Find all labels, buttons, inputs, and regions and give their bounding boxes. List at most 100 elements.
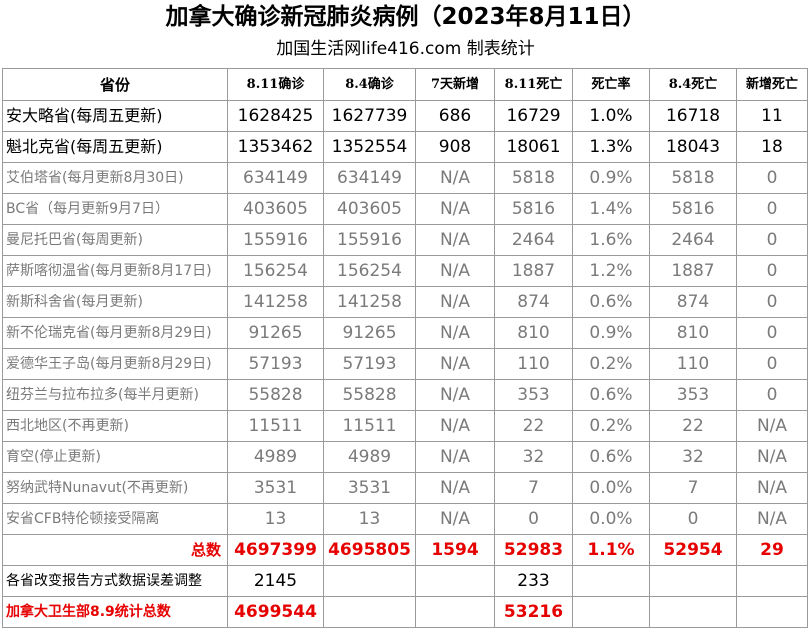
new-deaths-cell: 29 — [736, 534, 808, 566]
deaths-84-cell: 16718 — [649, 100, 737, 132]
confirmed-811-cell: 403605 — [227, 193, 324, 225]
death-rate-cell: 0.0% — [572, 472, 650, 504]
new-7day-cell — [415, 596, 495, 628]
new-7day-cell: N/A — [415, 162, 495, 194]
new-deaths-cell: N/A — [736, 472, 808, 504]
new-7day-cell: N/A — [415, 472, 495, 504]
province-cell: 魁北克省(每周五更新) — [2, 131, 228, 163]
death-rate-cell: 1.3% — [572, 131, 650, 163]
confirmed-811-cell: 3531 — [227, 472, 324, 504]
confirmed-811-cell: 4699544 — [227, 596, 324, 628]
confirmed-84-cell: 4989 — [323, 441, 416, 473]
province-cell: 加拿大卫生部8.9统计总数 — [2, 596, 228, 628]
confirmed-811-cell: 634149 — [227, 162, 324, 194]
death-rate-cell: 0.6% — [572, 286, 650, 318]
table-row: 萨斯喀彻温省(每月更新8月17日) 156254 156254 N/A 1887 1.2%… — [2, 255, 808, 287]
deaths-811-cell: 810 — [494, 317, 573, 349]
new-7day-cell — [415, 565, 495, 597]
new-7day-cell: N/A — [415, 255, 495, 287]
deaths-811-cell: 22 — [494, 410, 573, 442]
new-deaths-cell — [736, 596, 808, 628]
header-deaths-84: 8.4死亡 — [649, 68, 737, 101]
death-rate-cell: 0.9% — [572, 317, 650, 349]
new-7day-cell: N/A — [415, 193, 495, 225]
table-row: 努纳武特Nunavut(不再更新) 3531 3531 N/A 7 0.0% 7 N/A — [2, 472, 808, 504]
new-deaths-cell: 0 — [736, 224, 808, 256]
deaths-84-cell: 2464 — [649, 224, 737, 256]
deaths-84-cell: 110 — [649, 348, 737, 380]
deaths-84-cell: 18043 — [649, 131, 737, 163]
table-row: 魁北克省(每周五更新) 1353462 1352554 908 18061 1.3% 180… — [2, 131, 808, 163]
new-deaths-cell: 0 — [736, 255, 808, 287]
province-cell: 新斯科舍省(每月更新) — [2, 286, 228, 318]
table-body: 安大略省(每周五更新) 1628425 1627739 686 16729 1.0% 167… — [2, 100, 808, 628]
death-rate-cell — [572, 596, 650, 628]
header-confirmed-84: 8.4确诊 — [323, 68, 416, 101]
header-confirmed-811: 8.11确诊 — [227, 68, 324, 101]
confirmed-811-cell: 4697399 — [227, 534, 324, 566]
confirmed-84-cell: 91265 — [323, 317, 416, 349]
new-7day-cell: N/A — [415, 503, 495, 535]
confirmed-811-cell: 4989 — [227, 441, 324, 473]
new-7day-cell: N/A — [415, 317, 495, 349]
province-cell: 安省CFB特伦顿接受隔离 — [2, 503, 228, 535]
table-header-row: 省份 8.11确诊 8.4确诊 7天新增 8.11死亡 死亡率 8.4死亡 新增… — [2, 68, 808, 101]
province-cell: 艾伯塔省(每月更新8月30日) — [2, 162, 228, 194]
new-deaths-cell — [736, 565, 808, 597]
covid-cases-table: 省份 8.11确诊 8.4确诊 7天新增 8.11死亡 死亡率 8.4死亡 新增… — [2, 68, 808, 628]
confirmed-84-cell: 4695805 — [323, 534, 416, 566]
new-7day-cell: N/A — [415, 286, 495, 318]
deaths-811-cell: 874 — [494, 286, 573, 318]
deaths-84-cell: 874 — [649, 286, 737, 318]
table-row: 育空(停止更新) 4989 4989 N/A 32 0.6% 32 N/A — [2, 441, 808, 473]
health-canada-total-row: 加拿大卫生部8.9统计总数 4699544 53216 — [2, 596, 808, 628]
province-cell: BC省（每月更新9月7日） — [2, 193, 228, 225]
death-rate-cell: 0.9% — [572, 162, 650, 194]
adjustment-row: 各省改变报告方式数据误差调整 2145 233 — [2, 565, 808, 597]
confirmed-811-cell: 2145 — [227, 565, 324, 597]
header-deaths-811: 8.11死亡 — [494, 68, 573, 101]
confirmed-84-cell: 141258 — [323, 286, 416, 318]
province-cell: 曼尼托巴省(每周更新) — [2, 224, 228, 256]
death-rate-cell: 0.2% — [572, 348, 650, 380]
confirmed-811-cell: 156254 — [227, 255, 324, 287]
confirmed-811-cell: 1353462 — [227, 131, 324, 163]
new-deaths-cell: 0 — [736, 286, 808, 318]
death-rate-cell: 0.6% — [572, 441, 650, 473]
deaths-84-cell: 810 — [649, 317, 737, 349]
death-rate-cell: 1.4% — [572, 193, 650, 225]
confirmed-84-cell: 55828 — [323, 379, 416, 411]
table-row: BC省（每月更新9月7日） 403605 403605 N/A 5816 1.4% 5816… — [2, 193, 808, 225]
deaths-811-cell: 353 — [494, 379, 573, 411]
death-rate-cell: 1.2% — [572, 255, 650, 287]
confirmed-84-cell: 57193 — [323, 348, 416, 380]
confirmed-84-cell: 3531 — [323, 472, 416, 504]
confirmed-84-cell: 13 — [323, 503, 416, 535]
new-7day-cell: N/A — [415, 441, 495, 473]
deaths-811-cell: 53216 — [494, 596, 573, 628]
new-7day-cell: 1594 — [415, 534, 495, 566]
death-rate-cell — [572, 565, 650, 597]
new-deaths-cell: 0 — [736, 193, 808, 225]
new-7day-cell: N/A — [415, 379, 495, 411]
deaths-811-cell: 16729 — [494, 100, 573, 132]
confirmed-84-cell: 1352554 — [323, 131, 416, 163]
new-deaths-cell: 11 — [736, 100, 808, 132]
confirmed-811-cell: 91265 — [227, 317, 324, 349]
new-deaths-cell: 0 — [736, 317, 808, 349]
total-row: 总数 4697399 4695805 1594 52983 1.1% 52954 29 — [2, 534, 808, 566]
new-deaths-cell: 0 — [736, 379, 808, 411]
deaths-84-cell: 22 — [649, 410, 737, 442]
table-row: 安省CFB特伦顿接受隔离 13 13 N/A 0 0.0% 0 N/A — [2, 503, 808, 535]
province-cell: 新不伦瑞克省(每月更新8月29日) — [2, 317, 228, 349]
deaths-811-cell: 18061 — [494, 131, 573, 163]
deaths-84-cell: 52954 — [649, 534, 737, 566]
table-row: 纽芬兰与拉布拉多(每半月更新) 55828 55828 N/A 353 0.6% 353 0 — [2, 379, 808, 411]
deaths-811-cell: 0 — [494, 503, 573, 535]
table-row: 新不伦瑞克省(每月更新8月29日) 91265 91265 N/A 810 0.9% 810… — [2, 317, 808, 349]
deaths-84-cell: 5816 — [649, 193, 737, 225]
province-cell: 努纳武特Nunavut(不再更新) — [2, 472, 228, 504]
deaths-84-cell: 5818 — [649, 162, 737, 194]
new-7day-cell: N/A — [415, 348, 495, 380]
death-rate-cell: 1.1% — [572, 534, 650, 566]
